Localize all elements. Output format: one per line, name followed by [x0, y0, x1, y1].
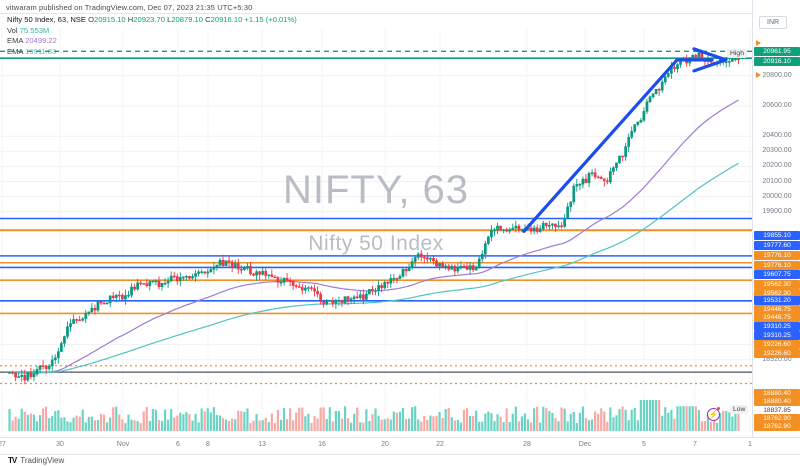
legend-low-label: L — [167, 15, 172, 24]
time-tick: Nov — [116, 441, 130, 448]
legend-close-value: 20916.10 — [210, 15, 243, 24]
price-label: 19777.60 — [754, 241, 800, 250]
price-label: 19855.10 — [754, 231, 800, 240]
legend-high-value: 20923.70 — [133, 15, 165, 24]
price-label: 18880.40 — [754, 397, 800, 406]
price-label: 19446.75 — [754, 313, 800, 322]
price-tick: 20600.00 — [762, 101, 792, 109]
price-label: 18880.40 — [754, 389, 800, 398]
price-axis-marker-icon — [756, 40, 761, 46]
legend-open-value: 20915.10 — [93, 15, 126, 24]
attribution-text: vitwaram published on TradingView.com, D… — [6, 3, 253, 12]
time-tick: 6 — [176, 441, 180, 448]
badge-dot-icon — [717, 407, 720, 410]
legend-volume-row[interactable]: Vol 75.553M — [7, 26, 297, 37]
chart-trend-arrow — [522, 47, 728, 233]
legend-volume-label: Vol — [7, 25, 18, 35]
legend-ema1-label: EMA — [7, 36, 24, 45]
tradingview-logo-text: TradingView — [20, 456, 65, 465]
time-tick: 22 — [436, 441, 444, 448]
price-tick: 20100.00 — [762, 177, 792, 185]
price-label: 19226.60 — [754, 340, 800, 349]
chart-horizontal-lines — [0, 50, 752, 385]
chart-plot-area[interactable] — [0, 28, 752, 432]
price-label: 19310.25 — [754, 331, 800, 340]
price-label: 19562.30 — [754, 289, 800, 298]
chart-ema-lines — [9, 99, 739, 374]
legend-symbol: Nifty 50 Index, 63, NSE — [7, 15, 86, 24]
legend-high-label: H — [127, 15, 134, 24]
price-label: 20916.10 — [754, 57, 800, 66]
header-divider — [0, 13, 800, 14]
time-tick: 13 — [258, 441, 266, 448]
high-tag: High — [727, 49, 747, 58]
chart-candlesticks — [8, 49, 740, 385]
price-label: 18762.90 — [754, 422, 800, 431]
time-tick: 7 — [693, 441, 697, 448]
time-tick: 30 — [56, 441, 64, 448]
time-tick: 27 — [0, 441, 6, 448]
price-label: 19776.10 — [754, 261, 800, 270]
tradingview-logo-icon: TV — [8, 456, 17, 465]
time-tick: 8 — [206, 441, 210, 448]
footer-bar: TV TradingView — [0, 454, 800, 466]
legend-ema2-label: EMA — [7, 46, 24, 56]
legend-ema1-row[interactable]: EMA 20499.22 — [7, 36, 297, 47]
price-axis[interactable]: INR 20800.00 20600.00 20400.00 20300.00 2020… — [752, 0, 800, 437]
lightning-badge-icon[interactable]: ⚡ — [707, 408, 720, 421]
legend-change-value: +1.15 (+0.01%) — [244, 15, 297, 24]
price-label: 19531.20 — [754, 296, 800, 305]
price-axis-marker-icon — [756, 72, 761, 78]
low-tag: Low — [730, 405, 749, 414]
price-label: 18837.85 — [754, 406, 800, 415]
price-label: 19562.30 — [754, 280, 800, 289]
price-tick: 20300.00 — [762, 147, 792, 155]
legend-low-value: 20879.10 — [171, 15, 204, 24]
time-tick: Dec — [578, 441, 592, 448]
legend-close-label: C — [205, 15, 211, 24]
price-label: 20961.95 — [754, 47, 800, 56]
time-tick: 20 — [381, 441, 389, 448]
price-tick: 20400.00 — [762, 132, 792, 140]
price-tick: 20000.00 — [762, 192, 792, 200]
price-label: 19607.75 — [754, 270, 800, 279]
legend-ohlc-row[interactable]: Nifty 50 Index, 63, NSE O20915.10 H20923… — [7, 15, 297, 26]
price-tick: 19900.00 — [762, 207, 792, 215]
price-tick: 18920.00 — [762, 355, 792, 363]
price-label: 19776.10 — [754, 251, 800, 260]
time-tick: 16 — [318, 441, 326, 448]
time-tick: 1 — [748, 441, 752, 448]
price-label: 18762.90 — [754, 414, 800, 423]
legend-volume-value: 75.553M — [19, 25, 50, 35]
chart-volume-bars — [8, 400, 740, 431]
price-label: 19310.25 — [754, 322, 800, 331]
legend-open-label: O — [88, 15, 94, 24]
currency-badge[interactable]: INR — [759, 16, 788, 29]
time-tick: 5 — [642, 441, 646, 448]
price-label: 19446.75 — [754, 305, 800, 314]
tradingview-logo[interactable]: TV TradingView — [8, 456, 64, 465]
chart-canvas — [0, 28, 752, 432]
legend-ema1-value: 20499.22 — [25, 36, 57, 45]
price-tick: 20200.00 — [762, 162, 792, 170]
time-axis[interactable]: 27 30 Nov 6 8 13 16 20 22 28 Dec 5 7 1 — [0, 437, 800, 454]
price-tick: 20800.00 — [762, 71, 792, 79]
price-label: 19226.60 — [754, 349, 800, 358]
time-tick: 28 — [523, 441, 531, 448]
